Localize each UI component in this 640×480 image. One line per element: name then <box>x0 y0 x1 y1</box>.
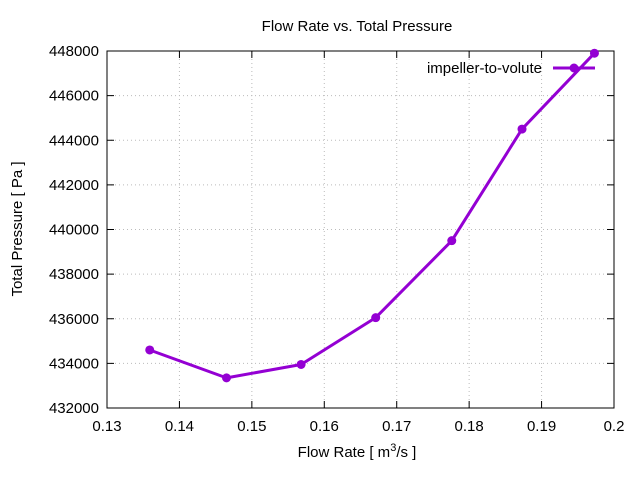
x-tick-label: 0.18 <box>455 418 484 435</box>
x-tick-label: 0.15 <box>237 418 266 435</box>
x-tick-label: 0.16 <box>310 418 339 435</box>
data-point <box>296 359 306 369</box>
y-tick-label: 434000 <box>49 355 99 372</box>
x-tick-label: 0.17 <box>382 418 411 435</box>
y-axis-label: Total Pressure [ Pa ] <box>9 161 26 296</box>
x-tick-label: 0.19 <box>527 418 556 435</box>
y-tick-label: 436000 <box>49 311 99 328</box>
x-axis-label-sup: 3 <box>390 442 396 454</box>
legend: impeller-to-volute <box>427 60 595 77</box>
y-tick-label: 448000 <box>49 43 99 60</box>
legend-label: impeller-to-volute <box>427 60 542 77</box>
data-point <box>447 236 457 246</box>
data-point <box>371 313 381 323</box>
series-line <box>149 52 596 380</box>
x-tick-label: 0.2 <box>604 418 625 435</box>
y-tick-label: 432000 <box>49 400 99 417</box>
legend-marker <box>569 63 579 73</box>
series-group <box>145 48 599 383</box>
x-axis-label: Flow Rate [ m3/s ] <box>298 442 417 461</box>
y-tick-label: 446000 <box>49 88 99 105</box>
y-tick-label: 438000 <box>49 266 99 283</box>
data-point <box>589 48 599 58</box>
data-point <box>222 373 232 383</box>
y-axis-ticks: 432000 434000 436000 438000 440000 442000 4440… <box>49 43 614 417</box>
data-point <box>145 345 155 355</box>
x-axis-label-suffix: /s ] <box>396 444 416 461</box>
x-tick-label: 0.14 <box>165 418 194 435</box>
x-axis-label-prefix: Flow Rate [ m <box>298 444 391 461</box>
x-axis-ticks: 0.13 0.14 0.15 0.16 0.17 0.18 0.19 0.2 <box>92 51 624 435</box>
data-point <box>517 124 527 134</box>
y-tick-label: 442000 <box>49 177 99 194</box>
y-tick-label: 444000 <box>49 132 99 149</box>
chart-title: Flow Rate vs. Total Pressure <box>262 18 453 35</box>
x-tick-label: 0.13 <box>92 418 121 435</box>
y-tick-label: 440000 <box>49 222 99 239</box>
grid-lines <box>107 51 614 408</box>
